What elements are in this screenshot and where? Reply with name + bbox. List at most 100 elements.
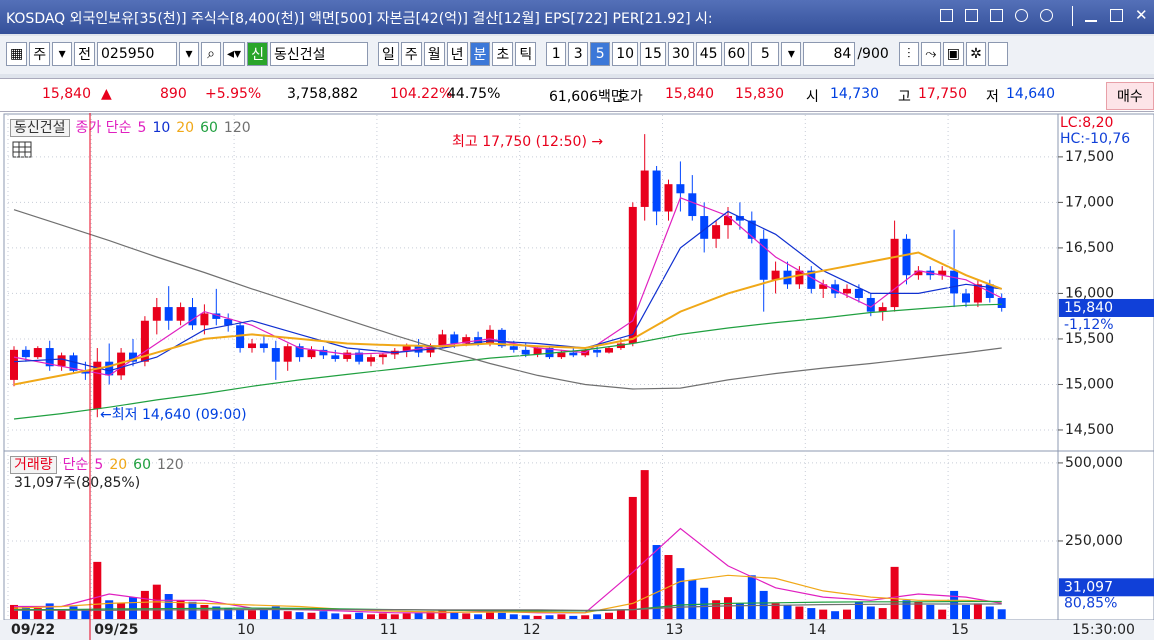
- candle-body: [652, 170, 661, 212]
- candle-body: [307, 349, 316, 358]
- buy-button[interactable]: 매수: [1106, 82, 1154, 110]
- high: 17,750: [918, 86, 967, 102]
- candle-body: [747, 220, 756, 239]
- volume-bar: [438, 609, 447, 619]
- minute-button[interactable]: 60: [723, 42, 750, 66]
- volume-bar: [593, 614, 602, 619]
- select[interactable]: 5: [751, 42, 780, 66]
- checkbox[interactable]: [988, 42, 1009, 66]
- minute-button[interactable]: 15: [640, 42, 666, 66]
- volume-bar: [843, 609, 851, 619]
- candle-body: [819, 284, 828, 289]
- volume-bar: [117, 603, 126, 619]
- volume-bar: [854, 601, 863, 619]
- volume-panel: [3, 450, 1154, 621]
- x-tick-label: 15: [951, 622, 969, 638]
- period-button[interactable]: 월: [423, 42, 445, 66]
- save-button[interactable]: ▣: [942, 42, 965, 66]
- volume-bar: [985, 606, 994, 619]
- minute-button[interactable]: 45: [695, 42, 722, 66]
- volume-bar: [45, 603, 54, 619]
- candle-body: [176, 307, 185, 321]
- dropdown[interactable]: ▾: [52, 42, 73, 66]
- candle-body: [259, 343, 268, 349]
- period-type[interactable]: 주: [29, 42, 51, 66]
- minute-button[interactable]: 3: [568, 42, 589, 66]
- volume-bar: [390, 614, 399, 619]
- maximize-button[interactable]: [1110, 9, 1123, 22]
- candle-body: [664, 184, 673, 212]
- credit-badge: 신: [247, 42, 268, 66]
- info-row: 15,840 ▲ 890 +5.95% 3,758,882 104.22% 44…: [0, 78, 1154, 112]
- minute-button[interactable]: 10: [612, 42, 639, 66]
- close-button[interactable]: ✕: [1135, 6, 1148, 24]
- volume-bar: [914, 601, 923, 619]
- minute-button[interactable]: 5: [590, 42, 611, 66]
- period-button[interactable]: 분: [469, 42, 491, 66]
- volume-bar: [521, 615, 530, 619]
- dropdown[interactable]: ▾: [179, 42, 200, 66]
- minute-button[interactable]: 1: [546, 42, 567, 66]
- dropdown[interactable]: ▾: [781, 42, 802, 66]
- moving-average-line: [13, 251, 1003, 386]
- volume-bar: [474, 614, 483, 619]
- window-icon[interactable]: [1040, 9, 1053, 22]
- candle-body: [236, 325, 245, 349]
- moving-average-line: [13, 574, 1002, 614]
- period-button[interactable]: 년: [446, 42, 468, 66]
- window-icon[interactable]: [940, 9, 953, 22]
- ask: 15,840: [665, 86, 714, 102]
- minute-button[interactable]: 30: [667, 42, 694, 66]
- candle-body: [367, 357, 375, 362]
- period-button[interactable]: 일: [377, 42, 399, 66]
- window-icon[interactable]: [965, 9, 978, 22]
- search-button[interactable]: ⌕: [201, 42, 222, 66]
- range[interactable]: 전: [74, 42, 96, 66]
- price: 15,840: [42, 86, 91, 102]
- volume-bar: [581, 615, 590, 619]
- arrow: ▲: [101, 86, 112, 102]
- window-icon[interactable]: [1015, 9, 1028, 22]
- candle-body: [402, 346, 411, 351]
- period-button[interactable]: 주: [400, 42, 422, 66]
- settings-button[interactable]: ✲: [966, 42, 987, 66]
- period-button[interactable]: 초: [492, 42, 514, 66]
- y-tick-label: 16,000: [1065, 285, 1114, 301]
- volume-bar: [426, 611, 435, 619]
- candle-body: [890, 238, 899, 308]
- high-label: 고: [898, 89, 911, 105]
- count-input[interactable]: 84: [803, 42, 856, 66]
- volume-bar: [224, 608, 233, 619]
- volume-bar: [878, 608, 887, 619]
- volume-bar: [890, 566, 899, 619]
- sound-button[interactable]: ◂▾: [223, 42, 246, 66]
- tool-button[interactable]: ⫶: [898, 42, 919, 66]
- legend-entry: 60: [133, 457, 151, 473]
- window-icon[interactable]: [990, 9, 1003, 22]
- legend: 동신건설 종가 단순 5 10 20 60 120: [10, 117, 257, 137]
- volume: 3,758,882: [287, 86, 359, 102]
- volume-bar: [367, 614, 375, 619]
- legend-entry: 20: [176, 120, 195, 136]
- hc-label: HC:-10,76: [1060, 131, 1130, 147]
- last-change: -1,12%: [1064, 317, 1114, 333]
- y-tick-label: 250,000: [1065, 533, 1123, 549]
- menu-button[interactable]: ▦: [6, 42, 28, 66]
- volume-bar: [462, 613, 471, 619]
- minimize-button[interactable]: [1085, 20, 1097, 22]
- code-input[interactable]: 025950: [97, 42, 178, 66]
- tool-button[interactable]: ⤳: [920, 42, 941, 66]
- candle-body: [164, 307, 173, 321]
- volume-bar: [831, 611, 840, 619]
- candle-body: [140, 320, 149, 362]
- candle-body: [212, 313, 221, 319]
- volume-bar: [533, 615, 542, 619]
- candle-body: [10, 349, 18, 380]
- volume-bar: [628, 496, 637, 619]
- candle-body: [462, 337, 471, 344]
- candle-body: [81, 370, 90, 374]
- name-input[interactable]: 동신건설: [269, 42, 368, 66]
- volume-bar: [259, 608, 268, 619]
- period-button[interactable]: 틱: [515, 42, 537, 66]
